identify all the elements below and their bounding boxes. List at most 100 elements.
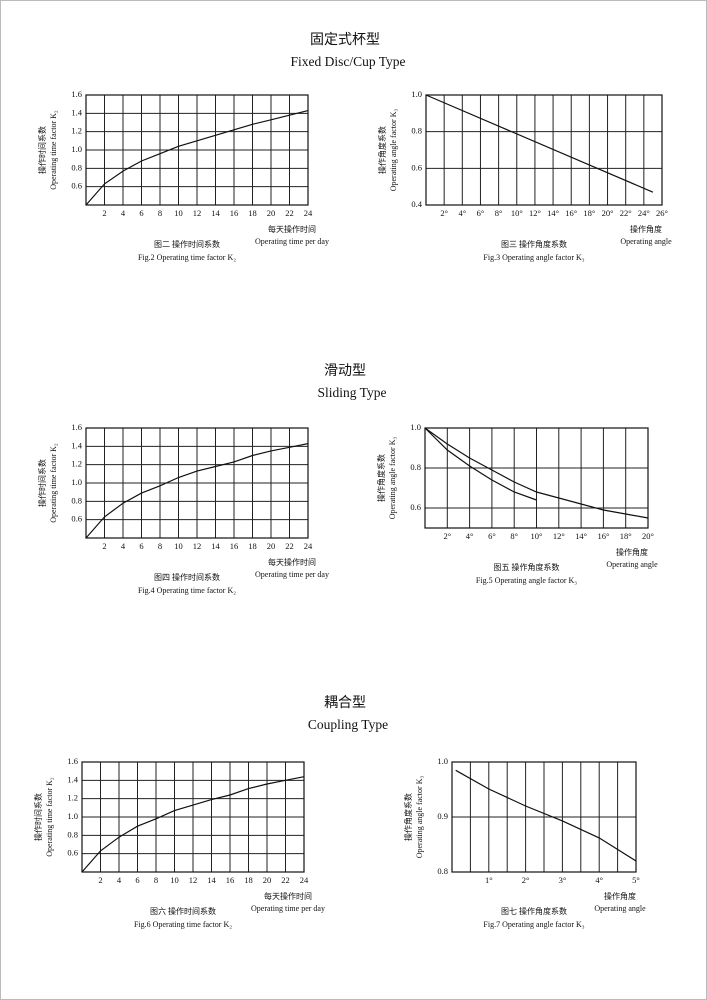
plot-frame (451, 761, 637, 873)
x-tick-label: 14° (547, 208, 559, 218)
y-axis-label: 操作时间系数 (37, 459, 47, 507)
x-tick-label: 18 (244, 875, 253, 885)
y-tick-label: 1.0 (71, 477, 82, 487)
x-tick-label: 2° (522, 875, 530, 885)
x-tick-label: 18 (248, 208, 257, 218)
y-tick-label: 1.6 (67, 756, 78, 766)
plot-frame (425, 94, 663, 206)
y-tick-label: 0.8 (411, 126, 422, 136)
section-subtitle: Fixed Disc/Cup Type (290, 54, 405, 69)
x-tick-label: 24 (304, 541, 313, 551)
x-tick-label: 10° (511, 208, 523, 218)
x-axis-label: 操作角度 (630, 224, 662, 234)
section-title: 固定式杯型 (310, 32, 380, 48)
x-tick-label: 6 (139, 541, 143, 551)
x-tick-label: 4° (595, 875, 603, 885)
x-tick-label: 22 (281, 875, 290, 885)
caption: 图四 操作时间系数 (154, 572, 220, 582)
y-axis-label: Operating angle factor K₃ (388, 437, 397, 520)
x-tick-label: 5° (632, 875, 640, 885)
x-tick-label: 12° (529, 208, 541, 218)
x-tick-label: 14 (211, 208, 220, 218)
x-tick-label: 2° (443, 531, 451, 541)
caption: Fig.6 Operating time factor K₂ (134, 920, 232, 929)
x-tick-label: 10 (170, 875, 179, 885)
x-tick-label: 8 (158, 208, 162, 218)
x-tick-label: 16 (226, 875, 235, 885)
x-tick-label: 10 (174, 208, 183, 218)
x-tick-label: 14 (207, 875, 216, 885)
x-tick-label: 22° (620, 208, 632, 218)
y-axis-label: 操作时间系数 (33, 793, 43, 841)
section-subtitle: Sliding Type (318, 385, 387, 400)
x-tick-label: 20° (602, 208, 614, 218)
x-tick-label: 4 (121, 208, 126, 218)
x-tick-label: 12 (193, 541, 202, 551)
y-tick-label: 0.4 (411, 199, 422, 209)
y-axis-label: Operating time factor K₂ (49, 110, 58, 190)
y-tick-label: 0.8 (71, 162, 82, 172)
curve (81, 776, 305, 873)
x-tick-label: 6° (488, 531, 496, 541)
x-tick-label: 2 (102, 541, 106, 551)
x-axis-label: Operating time per day (255, 237, 329, 246)
x-tick-label: 8 (158, 541, 162, 551)
x-tick-label: 4° (466, 531, 474, 541)
y-tick-label: 1.4 (71, 440, 82, 450)
x-tick-label: 12 (193, 208, 202, 218)
x-tick-label: 22 (285, 208, 294, 218)
x-tick-label: 10 (174, 541, 183, 551)
y-axis-label: 操作时间系数 (37, 126, 47, 174)
y-tick-label: 0.9 (437, 811, 448, 821)
y-tick-label: 1.0 (437, 756, 448, 766)
x-tick-label: 20 (263, 875, 272, 885)
x-tick-label: 18 (248, 541, 257, 551)
y-tick-label: 0.8 (71, 495, 82, 505)
curve (424, 427, 537, 501)
x-tick-label: 16 (230, 541, 239, 551)
x-axis-label: Operating time per day (251, 904, 325, 913)
y-tick-label: 1.2 (71, 126, 82, 136)
caption: Fig.3 Operating angle factor K₃ (483, 253, 584, 262)
y-tick-label: 1.2 (71, 459, 82, 469)
caption: Fig.2 Operating time factor K₂ (138, 253, 236, 262)
x-axis-label: 每天操作时间 (264, 891, 312, 901)
x-axis-label: Operating angle (620, 237, 672, 246)
x-tick-label: 2 (98, 875, 102, 885)
x-axis-label: 操作角度 (604, 891, 636, 901)
x-tick-label: 4 (117, 875, 122, 885)
x-axis-label: 每天操作时间 (268, 557, 316, 567)
y-tick-label: 1.4 (67, 774, 78, 784)
x-axis-label: 操作角度 (616, 547, 648, 557)
y-tick-label: 1.0 (411, 89, 422, 99)
caption: Fig.4 Operating time factor K₂ (138, 586, 236, 595)
x-tick-label: 16° (597, 531, 609, 541)
x-axis-label: Operating angle (606, 560, 658, 569)
x-tick-label: 8 (154, 875, 158, 885)
caption: 图七 操作角度系数 (501, 906, 567, 916)
plot-frame (85, 427, 309, 539)
y-axis-label: Operating time factor K₂ (49, 443, 58, 523)
x-tick-label: 4° (458, 208, 466, 218)
x-tick-label: 18° (620, 531, 632, 541)
curve (85, 443, 309, 539)
plot-frame (424, 427, 649, 529)
x-tick-label: 26° (656, 208, 668, 218)
plot-frame (81, 761, 305, 873)
x-tick-label: 20 (267, 541, 276, 551)
x-axis-label: 每天操作时间 (268, 224, 316, 234)
y-tick-label: 1.0 (410, 422, 421, 432)
section-subtitle: Coupling Type (308, 717, 388, 732)
x-tick-label: 3° (559, 875, 567, 885)
y-tick-label: 1.6 (71, 422, 82, 432)
y-tick-label: 0.8 (67, 829, 78, 839)
y-tick-label: 0.6 (71, 514, 82, 524)
curve (425, 94, 654, 193)
x-tick-label: 1° (485, 875, 493, 885)
y-tick-label: 0.8 (437, 866, 448, 876)
plot-frame (85, 94, 309, 206)
x-tick-label: 6 (139, 208, 143, 218)
y-axis-label: Operating angle factor K₃ (415, 776, 424, 859)
x-tick-label: 8° (510, 531, 518, 541)
x-tick-label: 20 (267, 208, 276, 218)
